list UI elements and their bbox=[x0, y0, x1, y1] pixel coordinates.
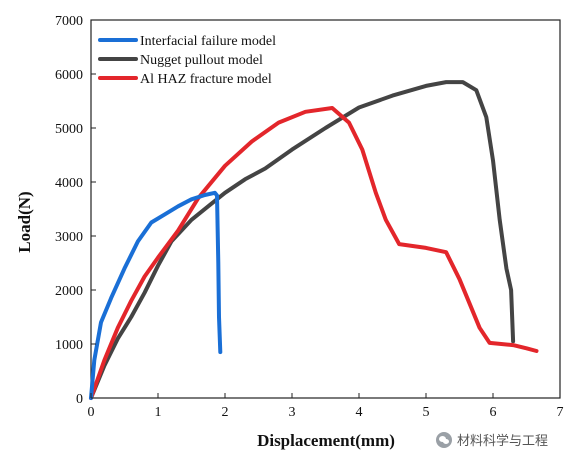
y-tick-label: 0 bbox=[76, 392, 83, 407]
y-axis-title: Load(N) bbox=[15, 191, 34, 252]
y-tick-label: 1000 bbox=[55, 338, 83, 353]
plot-border bbox=[90, 19, 561, 399]
legend-label: Interfacial failure model bbox=[140, 34, 276, 49]
x-tick-label: 2 bbox=[222, 405, 229, 420]
x-tick-label: 1 bbox=[155, 405, 162, 420]
y-tick-label: 3000 bbox=[55, 230, 83, 245]
x-tick-label: 6 bbox=[490, 405, 497, 420]
x-tick-label: 3 bbox=[289, 405, 296, 420]
y-tick-label: 5000 bbox=[55, 122, 83, 137]
y-tick-label: 2000 bbox=[55, 284, 83, 299]
y-tick-label: 6000 bbox=[55, 68, 83, 83]
legend: Interfacial failure model Nugget pullout … bbox=[98, 34, 276, 87]
series-line-2 bbox=[89, 106, 539, 400]
plot-area bbox=[90, 19, 561, 399]
series-layer bbox=[89, 80, 539, 400]
x-tick-label: 4 bbox=[356, 405, 363, 420]
x-axis-title: Displacement(mm) bbox=[257, 431, 395, 450]
watermark-text: 材料科学与工程 bbox=[457, 434, 549, 449]
x-tick-label: 7 bbox=[557, 405, 564, 420]
watermark: 材料科学与工程 bbox=[436, 430, 548, 449]
x-tick-label: 0 bbox=[88, 405, 95, 420]
series-line-0 bbox=[89, 190, 223, 400]
legend-label: Al HAZ fracture model bbox=[140, 72, 272, 87]
ticks-layer: 0 1 2 3 4 5 6 7 0 1000 2000 3000 4000 5000 6000 7000 bbox=[55, 14, 564, 420]
legend-label: Nugget pullout model bbox=[140, 53, 263, 68]
wechat-icon bbox=[436, 431, 452, 448]
y-tick-label: 7000 bbox=[55, 14, 83, 29]
series-line-1 bbox=[89, 80, 516, 400]
x-tick-label: 5 bbox=[423, 405, 430, 420]
y-tick-label: 4000 bbox=[55, 176, 83, 191]
